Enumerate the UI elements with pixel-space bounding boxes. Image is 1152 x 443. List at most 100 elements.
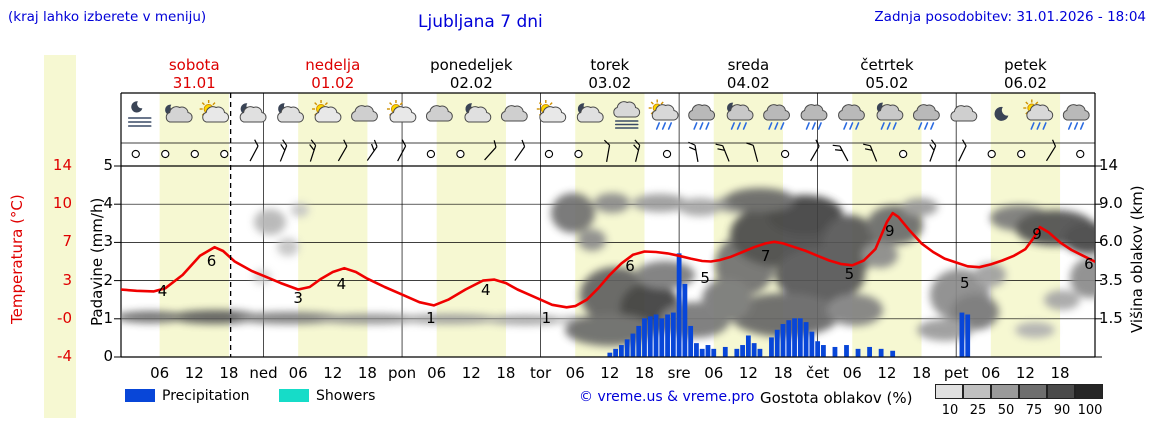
calm-wind-icon — [190, 149, 199, 159]
x-hour-label: 06 — [981, 364, 1001, 382]
calm-wind-icon — [1017, 149, 1026, 159]
svg-text:5: 5 — [845, 265, 855, 283]
cloud-density-cell — [1075, 384, 1103, 399]
x-hour-label: 12 — [323, 364, 343, 382]
x-hour-label: 06 — [427, 364, 447, 382]
wind-barb-icon — [1045, 139, 1057, 162]
moon-icon — [994, 106, 1009, 121]
wind-barb-icon — [337, 139, 348, 162]
x-hour-label: 12 — [461, 364, 481, 382]
cloud-tick: 3.5 — [1099, 270, 1123, 289]
x-day-abbr: sre — [667, 364, 691, 382]
cloud-density-tick: 100 — [1077, 403, 1103, 418]
wind-barb-icon — [603, 139, 611, 162]
day-header: nedelja 01.02 — [305, 56, 360, 92]
svg-text:5: 5 — [700, 269, 710, 287]
svg-text:1: 1 — [542, 309, 552, 327]
fog-icon — [613, 101, 641, 129]
day-name: nedelja — [305, 56, 361, 74]
svg-text:4: 4 — [481, 281, 491, 299]
day-date: 04.02 — [726, 74, 770, 92]
day-name: sobota — [168, 56, 220, 74]
temp-tick: -0 — [57, 308, 72, 327]
cloud-density-cell — [1047, 384, 1075, 399]
calm-wind-icon — [544, 149, 554, 159]
cloud-icon — [351, 105, 378, 122]
wind-barb-icon — [958, 139, 967, 162]
last-updated: Zadnja posodobitev: 31.01.2026 - 18:04 — [874, 9, 1146, 25]
day-header: četrtek 05.02 — [860, 56, 913, 92]
precip-tick: 3 — [103, 232, 113, 251]
wind-barb-icon — [633, 139, 641, 162]
cloud-height-axis-title: Višina oblakov (km) — [1128, 185, 1146, 333]
temp-tick: 7 — [62, 232, 72, 251]
day-header: torek 03.02 — [588, 56, 631, 92]
svg-text:6: 6 — [207, 252, 217, 270]
sun-cloud-icon — [199, 100, 230, 123]
left-accent-strip — [44, 55, 76, 418]
x-day-abbr: pon — [387, 364, 417, 382]
day-header: sobota 31.01 — [169, 56, 220, 92]
moon-cloud-icon — [464, 103, 492, 123]
cloud-tick: 9.0 — [1099, 194, 1123, 213]
rain-moon-icon — [726, 102, 754, 130]
credit-link[interactable]: © vreme.us & vreme.pro — [579, 389, 755, 405]
wind-barb-icon — [715, 143, 730, 162]
svg-text:6: 6 — [1084, 255, 1094, 273]
day-header: ponedeljek 02.02 — [430, 56, 512, 92]
temperature-curve — [121, 211, 1095, 309]
day-name: četrtek — [860, 56, 914, 74]
precip-tick: 4 — [103, 194, 113, 213]
svg-text:3: 3 — [293, 289, 303, 307]
day-date: 01.02 — [311, 74, 355, 92]
precipitation-bars — [607, 253, 971, 357]
cloud-density-cell — [935, 384, 963, 399]
x-day-abbr: pet — [943, 364, 969, 382]
wind-barb-icon — [810, 139, 820, 162]
calm-wind-icon — [780, 149, 790, 159]
cloud-density-field — [121, 188, 1095, 346]
x-hour-label: 18 — [496, 364, 516, 382]
rain-icon — [763, 104, 790, 130]
day-name: sreda — [727, 56, 770, 74]
x-hour-label: 12 — [1015, 364, 1035, 382]
calm-wind-icon — [1076, 149, 1085, 159]
wind-barb-icon — [863, 143, 878, 162]
rain-icon — [838, 104, 865, 130]
x-hour-label: 06 — [150, 364, 170, 382]
x-day-abbr: čet — [805, 364, 830, 382]
cloud-density-tick: 50 — [997, 403, 1015, 418]
svg-text:7: 7 — [761, 247, 771, 265]
day-header: petek 06.02 — [1004, 56, 1047, 92]
temperature-axis-title: Temperatura (°C) — [8, 194, 26, 324]
rain-moon-icon — [876, 102, 904, 130]
x-hour-label: 18 — [911, 364, 932, 382]
fog-moon-icon — [127, 101, 152, 127]
rain-icon — [1062, 104, 1090, 130]
day-date: 05.02 — [865, 74, 909, 92]
cloud-icon — [500, 105, 528, 122]
sun-cloud-icon — [536, 100, 567, 123]
wind-barb-icon — [929, 139, 937, 162]
x-hour-label: 12 — [600, 364, 620, 382]
precip-tick: 1 — [103, 308, 113, 327]
day-name: torek — [590, 56, 630, 74]
day-name: petek — [1004, 56, 1047, 74]
rain-icon — [913, 104, 940, 130]
sun-cloud-icon — [386, 100, 417, 123]
x-hour-label: 06 — [704, 364, 724, 382]
rain-icon — [688, 104, 716, 130]
rain-sun-icon — [648, 99, 679, 130]
wind-barb-icon — [397, 139, 407, 162]
precip-tick: 5 — [103, 156, 113, 174]
cloud-density-tick: 25 — [969, 403, 987, 418]
temp-tick: 10 — [52, 194, 72, 213]
x-hour-label: 18 — [219, 364, 239, 382]
precipitation-legend-label: Precipitation — [162, 388, 250, 404]
moon-cloud-icon — [277, 103, 304, 123]
temp-tick: 3 — [62, 270, 72, 289]
moon-cloud-icon — [576, 103, 604, 123]
wind-barb-icon — [249, 139, 259, 162]
precip-tick: 0 — [103, 347, 113, 365]
